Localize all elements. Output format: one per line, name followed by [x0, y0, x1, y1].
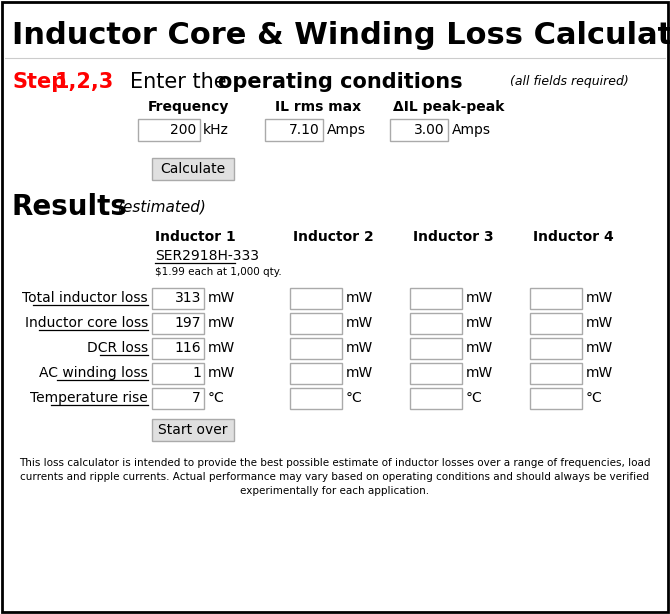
- Text: Enter the: Enter the: [130, 72, 233, 92]
- FancyBboxPatch shape: [410, 338, 462, 359]
- Text: Inductor 2: Inductor 2: [293, 230, 374, 244]
- Text: mW: mW: [208, 291, 235, 305]
- FancyBboxPatch shape: [530, 288, 582, 309]
- Text: mW: mW: [346, 341, 373, 355]
- Text: DCR loss: DCR loss: [87, 341, 148, 355]
- Text: ΔIL peak-peak: ΔIL peak-peak: [393, 100, 505, 114]
- Text: Temperature rise: Temperature rise: [30, 391, 148, 405]
- Text: mW: mW: [208, 316, 235, 330]
- Text: Inductor Core & Winding Loss Calculator: Inductor Core & Winding Loss Calculator: [12, 21, 670, 50]
- Text: °C: °C: [466, 391, 483, 405]
- FancyBboxPatch shape: [530, 388, 582, 409]
- Text: 116: 116: [174, 341, 201, 355]
- FancyBboxPatch shape: [290, 363, 342, 384]
- Text: Inductor core loss: Inductor core loss: [25, 316, 148, 330]
- Text: mW: mW: [586, 316, 613, 330]
- Text: experimentally for each application.: experimentally for each application.: [241, 486, 429, 496]
- FancyBboxPatch shape: [530, 338, 582, 359]
- FancyBboxPatch shape: [152, 338, 204, 359]
- Text: mW: mW: [586, 366, 613, 380]
- Text: mW: mW: [208, 341, 235, 355]
- Text: SER2918H-333: SER2918H-333: [155, 249, 259, 263]
- FancyBboxPatch shape: [530, 313, 582, 334]
- FancyBboxPatch shape: [290, 338, 342, 359]
- Text: mW: mW: [346, 316, 373, 330]
- FancyBboxPatch shape: [152, 419, 234, 441]
- Text: currents and ripple currents. Actual performance may vary based on operating con: currents and ripple currents. Actual per…: [21, 472, 649, 482]
- FancyBboxPatch shape: [152, 158, 234, 180]
- Text: Total inductor loss: Total inductor loss: [22, 291, 148, 305]
- Text: 200: 200: [170, 123, 196, 137]
- Text: AC winding loss: AC winding loss: [40, 366, 148, 380]
- Text: Frequency: Frequency: [148, 100, 229, 114]
- Text: mW: mW: [208, 366, 235, 380]
- Text: Amps: Amps: [452, 123, 491, 137]
- Text: kHz: kHz: [203, 123, 229, 137]
- FancyBboxPatch shape: [290, 288, 342, 309]
- Text: Calculate: Calculate: [160, 162, 226, 176]
- Text: 313: 313: [175, 291, 201, 305]
- Text: °C: °C: [586, 391, 603, 405]
- Text: °C: °C: [208, 391, 224, 405]
- Text: 7.10: 7.10: [289, 123, 320, 137]
- Text: Step: Step: [12, 72, 66, 92]
- Text: mW: mW: [466, 291, 493, 305]
- FancyBboxPatch shape: [410, 388, 462, 409]
- Text: (estimated): (estimated): [118, 200, 207, 214]
- Text: Inductor 4: Inductor 4: [533, 230, 614, 244]
- Text: 1: 1: [192, 366, 201, 380]
- FancyBboxPatch shape: [265, 119, 323, 141]
- Text: Inductor 1: Inductor 1: [155, 230, 236, 244]
- Text: 7: 7: [192, 391, 201, 405]
- FancyBboxPatch shape: [390, 119, 448, 141]
- Text: mW: mW: [466, 341, 493, 355]
- Text: IL rms max: IL rms max: [275, 100, 361, 114]
- Text: 1,2,3: 1,2,3: [55, 72, 115, 92]
- Text: Start over: Start over: [158, 423, 228, 437]
- Text: Results: Results: [12, 193, 128, 221]
- Text: 3.00: 3.00: [414, 123, 445, 137]
- Text: operating conditions: operating conditions: [218, 72, 462, 92]
- FancyBboxPatch shape: [530, 363, 582, 384]
- Text: mW: mW: [586, 291, 613, 305]
- Text: mW: mW: [586, 341, 613, 355]
- Text: (all fields required): (all fields required): [510, 76, 628, 88]
- FancyBboxPatch shape: [410, 363, 462, 384]
- Text: Amps: Amps: [327, 123, 366, 137]
- FancyBboxPatch shape: [410, 313, 462, 334]
- FancyBboxPatch shape: [290, 313, 342, 334]
- Text: mW: mW: [346, 366, 373, 380]
- FancyBboxPatch shape: [152, 363, 204, 384]
- Text: 197: 197: [174, 316, 201, 330]
- Text: °C: °C: [346, 391, 362, 405]
- Text: Inductor 3: Inductor 3: [413, 230, 494, 244]
- FancyBboxPatch shape: [152, 388, 204, 409]
- FancyBboxPatch shape: [410, 288, 462, 309]
- FancyBboxPatch shape: [138, 119, 200, 141]
- Text: mW: mW: [346, 291, 373, 305]
- Text: mW: mW: [466, 366, 493, 380]
- Text: mW: mW: [466, 316, 493, 330]
- Text: This loss calculator is intended to provide the best possible estimate of induct: This loss calculator is intended to prov…: [19, 458, 651, 468]
- FancyBboxPatch shape: [152, 288, 204, 309]
- FancyBboxPatch shape: [152, 313, 204, 334]
- FancyBboxPatch shape: [290, 388, 342, 409]
- Text: $1.99 each at 1,000 qty.: $1.99 each at 1,000 qty.: [155, 267, 282, 277]
